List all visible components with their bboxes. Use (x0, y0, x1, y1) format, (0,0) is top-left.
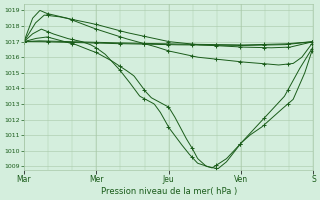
X-axis label: Pression niveau de la mer( hPa ): Pression niveau de la mer( hPa ) (100, 187, 237, 196)
